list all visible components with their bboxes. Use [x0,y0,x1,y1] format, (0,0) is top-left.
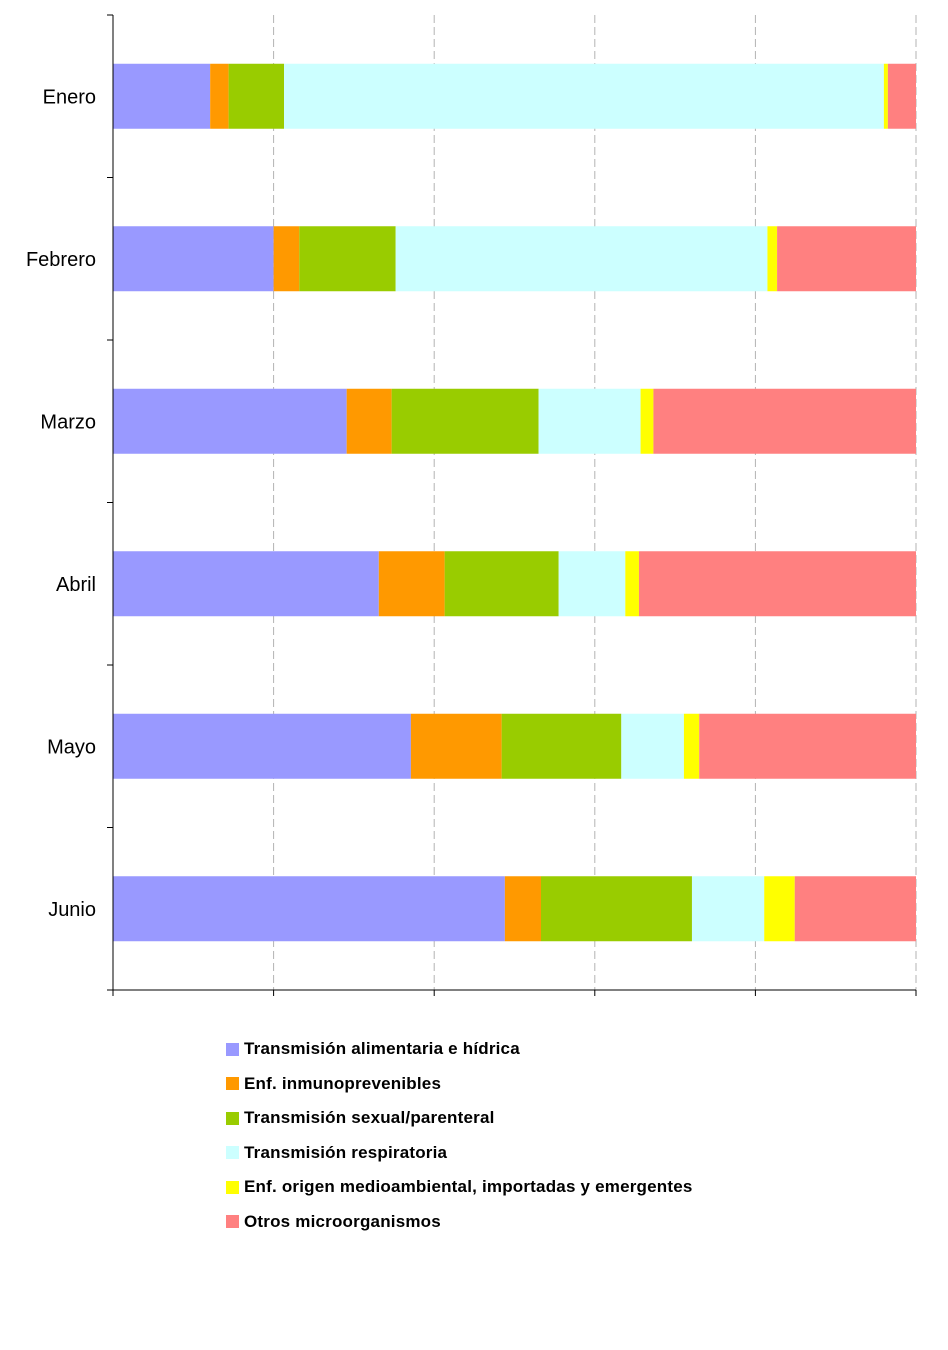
category-label: Enero [43,86,96,108]
bar-segment [691,876,765,942]
gridlines [273,15,917,990]
legend-item: Enf. origen medioambiental, importadas y… [226,1170,693,1205]
bar-segment [683,713,700,779]
category-labels: Enero Febrero Marzo Abril Mayo Junio [26,86,96,921]
legend-label: Transmisión sexual/parenteral [244,1108,495,1128]
bar-segment [699,713,916,779]
bar-segment [346,388,392,454]
bar-segment [113,226,274,292]
legend-swatch [226,1111,239,1125]
legend-item: Transmisión sexual/parenteral [226,1101,693,1136]
legend-label: Otros microorganismos [244,1211,441,1231]
bars [113,63,916,942]
bar-segment [273,226,300,292]
category-label: Marzo [40,411,96,433]
legend-swatch [226,1180,239,1194]
category-label: Abril [56,574,96,596]
legend-item: Transmisión alimentaria e hídrica [226,1032,693,1067]
bar-segment [653,388,916,454]
legend-swatch [226,1077,239,1091]
bar-segment [883,63,888,129]
bar-segment [410,713,502,779]
bar-segment [299,226,396,292]
bar-segment [540,876,692,942]
bar-segment [210,63,229,129]
legend-label: Transmisión alimentaria e hídrica [244,1039,520,1059]
legend: Transmisión alimentaria e hídrica Enf. in… [226,1032,693,1239]
legend-item: Otros microorganismos [226,1205,693,1240]
legend-label: Enf. origen medioambiental, importadas y… [244,1177,693,1197]
bar-segment [538,388,641,454]
legend-label: Transmisión respiratoria [244,1142,448,1162]
bar-segment [113,551,379,617]
bar-segment [284,63,884,129]
bar-segment [777,226,916,292]
bar-segment [640,388,654,454]
bar-segment [625,551,639,617]
legend-label: Enf. inmunoprevenibles [244,1073,442,1093]
category-label: Junio [48,899,96,921]
legend-item: Enf. inmunoprevenibles [226,1067,693,1102]
bar-segment [113,63,211,129]
legend-swatch [226,1042,239,1056]
legend-swatch [226,1146,239,1160]
bar-segment [113,388,347,454]
bar-segment [767,226,778,292]
bar-segment [504,876,541,942]
bar-segment [764,876,795,942]
bar-segment [391,388,539,454]
bar-segment [228,63,285,129]
legend-item: Transmisión respiratoria [226,1136,693,1171]
bar-segment [378,551,445,617]
legend-swatch [226,1215,239,1229]
category-label: Febrero [26,249,96,271]
bar-segment [444,551,559,617]
bar-segment [395,226,768,292]
category-label: Mayo [47,736,96,758]
bar-segment [794,876,916,942]
bar-segment [113,876,505,942]
bar-segment [501,713,622,779]
bar-segment [621,713,684,779]
bar-segment [113,713,411,779]
bar-segment [887,63,916,129]
bar-segment [638,551,916,617]
bar-segment [558,551,626,617]
axes [107,14,917,996]
